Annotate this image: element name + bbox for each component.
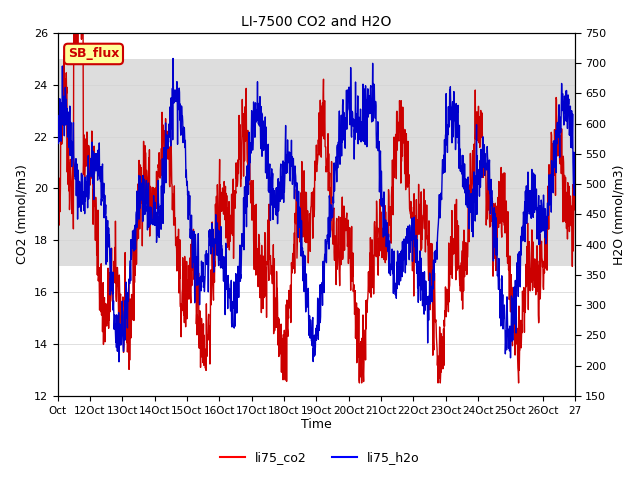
Title: LI-7500 CO2 and H2O: LI-7500 CO2 and H2O bbox=[241, 15, 392, 29]
Text: SB_flux: SB_flux bbox=[68, 48, 119, 60]
Bar bbox=[58, 59, 575, 266]
Y-axis label: CO2 (mmol/m3): CO2 (mmol/m3) bbox=[15, 165, 28, 264]
X-axis label: Time: Time bbox=[301, 419, 332, 432]
Legend: li75_co2, li75_h2o: li75_co2, li75_h2o bbox=[215, 446, 425, 469]
Y-axis label: H2O (mmol/m3): H2O (mmol/m3) bbox=[612, 164, 625, 264]
